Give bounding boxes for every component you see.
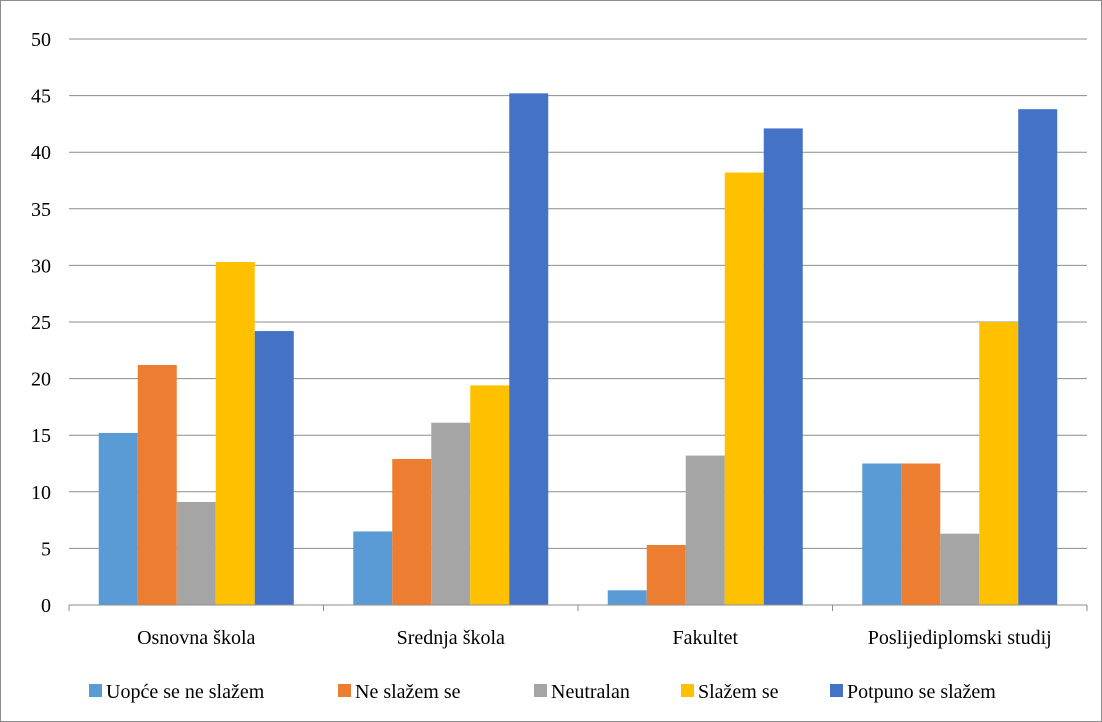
legend-label: Slažem se (698, 681, 779, 703)
legend-swatch (89, 684, 102, 697)
y-tick-label: 50 (31, 29, 51, 51)
y-axis-tick-labels: 0 5 10 15 20 25 30 35 40 45 50 (31, 29, 51, 617)
bar (940, 533, 980, 605)
y-tick-label: 5 (41, 538, 51, 560)
bar (862, 463, 902, 605)
bar (392, 458, 432, 605)
x-axis-category-labels: Osnovna škola Srednja škola Fakultet Poslij… (137, 627, 1052, 649)
legend-swatch (681, 684, 694, 697)
x-category-label: Osnovna škola (137, 627, 255, 649)
y-tick-label: 35 (31, 199, 51, 221)
bar (509, 93, 549, 605)
legend-label: Potpuno se slažem (847, 681, 996, 703)
bar (901, 463, 941, 605)
y-tick-label: 45 (31, 86, 51, 108)
legend: Uopće se ne slažem Ne slažem se Neutralan S… (89, 681, 996, 703)
y-tick-label: 15 (31, 425, 51, 447)
bar (470, 385, 510, 605)
y-tick-label: 30 (31, 255, 51, 277)
bar (646, 545, 686, 605)
bar (979, 322, 1019, 605)
legend-label: Neutralan (551, 681, 630, 703)
bar (685, 455, 725, 605)
bar (215, 262, 255, 605)
bar (763, 128, 803, 605)
bar (607, 590, 647, 605)
bar (254, 331, 294, 605)
bars (98, 93, 1058, 606)
y-tick-label: 0 (41, 595, 51, 617)
y-tick-label: 25 (31, 312, 51, 334)
y-tick-label: 40 (31, 142, 51, 164)
y-tick-label: 20 (31, 369, 51, 391)
legend-swatch (534, 684, 547, 697)
x-axis (68, 604, 1088, 611)
bar (431, 422, 471, 605)
x-category-label: Fakultet (672, 627, 738, 649)
legend-label: Ne slažem se (355, 681, 461, 703)
bar (137, 365, 177, 605)
bar (1018, 109, 1058, 606)
x-category-label: Poslijediplomski studij (868, 627, 1052, 649)
x-category-label: Srednja škola (397, 627, 505, 649)
legend-swatch (338, 684, 351, 697)
legend-label: Uopće se ne slažem (106, 681, 265, 703)
y-tick-label: 10 (31, 482, 51, 504)
bar (176, 501, 216, 605)
bar (353, 531, 393, 605)
bar (98, 432, 138, 605)
bar (724, 172, 764, 606)
legend-swatch (830, 684, 843, 697)
